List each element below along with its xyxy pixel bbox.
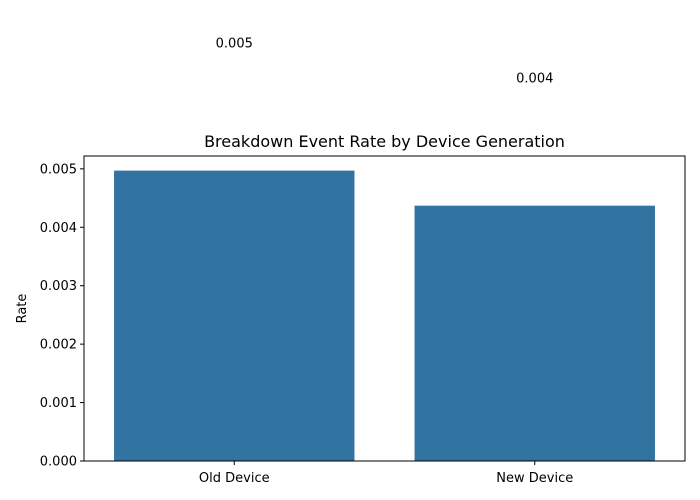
y-tick-label: 0.001: [40, 396, 77, 411]
y-tick-label: 0.002: [40, 338, 77, 353]
y-tick-label: 0.003: [40, 279, 77, 294]
x-tick-label: New Device: [496, 471, 573, 486]
x-tick-label: Old Device: [199, 471, 270, 486]
data-label: 0.005: [216, 37, 253, 52]
x-axis: Old Device New Device: [199, 461, 573, 486]
chart-title: Breakdown Event Rate by Device Generatio…: [204, 132, 565, 151]
plot-frame: [83, 155, 686, 462]
bar-old-device: [114, 170, 355, 461]
data-labels: 0.005 0.004: [216, 37, 554, 87]
y-axis-label: Rate: [15, 294, 30, 324]
y-tick-label: 0.000: [40, 455, 77, 470]
bar-new-device: [414, 205, 655, 461]
y-axis: 0.000 0.001 0.002 0.003 0.004 0.005: [40, 162, 84, 470]
plot-spines: [83, 155, 686, 462]
data-label: 0.004: [516, 72, 553, 87]
y-tick-label: 0.005: [40, 162, 77, 177]
bars: [114, 170, 655, 461]
y-tick-label: 0.004: [40, 221, 77, 236]
